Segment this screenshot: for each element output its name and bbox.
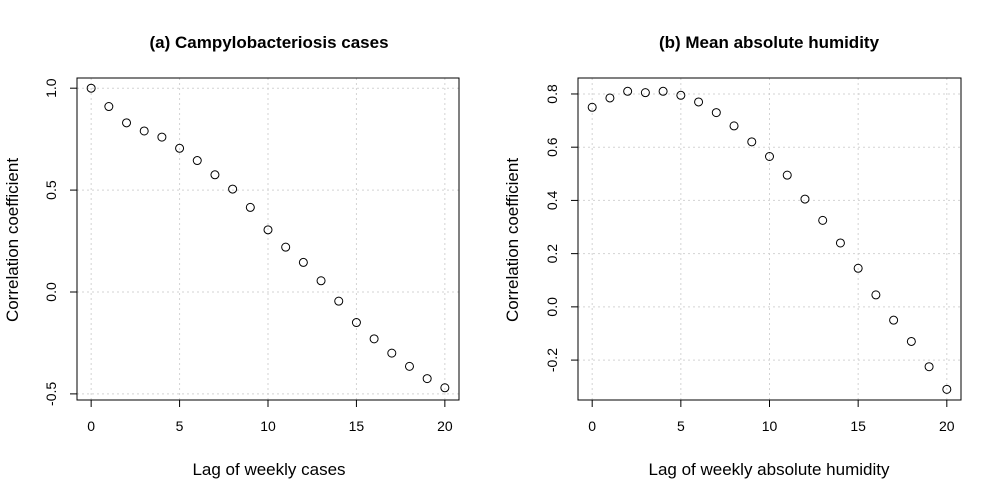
data-point [853,263,863,273]
data-point [351,318,361,328]
y-axis-label: Correlation coefficient [3,158,22,322]
data-point [210,170,220,180]
data-point [104,102,114,112]
data-point [747,137,757,147]
y-tick-label: 0.5 [43,180,59,200]
chart-title: (a) Campylobacteriosis cases [149,33,388,52]
data-point [782,170,792,180]
y-tick-label: 0.2 [544,244,560,264]
x-tick-label: 0 [87,418,95,434]
x-tick-label: 5 [176,418,184,434]
data-point [835,238,845,248]
data-point [369,334,379,344]
data-point [281,242,291,252]
data-point [316,276,326,286]
data-point [440,383,450,393]
data-point [587,102,597,112]
x-tick-label: 0 [588,418,596,434]
panel-b: (b) Mean absolute humidity Lag of weekly… [503,33,962,479]
x-tick-label: 15 [349,418,365,434]
data-point [86,83,96,93]
data-point [122,118,132,128]
data-point [404,361,414,371]
data-point [676,90,686,100]
x-tick-label: 20 [939,418,955,434]
y-axis-label: Correlation coefficient [503,158,522,322]
x-tick-label: 10 [260,418,276,434]
data-point [871,290,881,300]
y-tick-label: 0.6 [544,137,560,157]
y-tick-label: -0.2 [544,348,560,372]
data-point [605,93,615,103]
x-axis-label: Lag of weekly cases [192,460,345,479]
y-tick-label: 0.0 [544,297,560,317]
data-point [711,108,721,118]
data-point [942,384,952,394]
data-point [387,348,397,358]
data-point [422,374,432,384]
data-point [765,152,774,162]
data-point [658,86,668,96]
x-tick-label: 10 [762,418,778,434]
data-point [175,143,185,153]
x-tick-label: 15 [850,418,866,434]
data-point [924,362,934,372]
data-point [694,97,704,107]
y-tick-label: 1.0 [43,78,59,98]
data-point [906,336,916,346]
data-point [640,88,650,98]
panel-a: (a) Campylobacteriosis cases Lag of week… [3,33,460,479]
data-point [800,194,810,204]
y-tick-label: 0.8 [544,84,560,104]
x-tick-label: 5 [677,418,685,434]
data-point [729,121,739,131]
data-point [263,225,273,235]
data-point [228,184,238,194]
data-point [818,215,828,225]
data-point [157,132,167,142]
data-point [139,126,149,136]
y-tick-label: 0.0 [43,282,59,302]
data-point [623,86,633,96]
x-tick-label: 20 [437,418,453,434]
data-point [334,296,344,306]
x-axis-label: Lag of weekly absolute humidity [649,460,890,479]
y-tick-label: 0.4 [544,190,560,210]
data-point [245,202,255,212]
chart-title: (b) Mean absolute humidity [659,33,880,52]
data-point [889,315,899,325]
y-tick-label: -0.5 [43,382,59,406]
data-point [298,257,308,267]
data-point [192,156,202,166]
